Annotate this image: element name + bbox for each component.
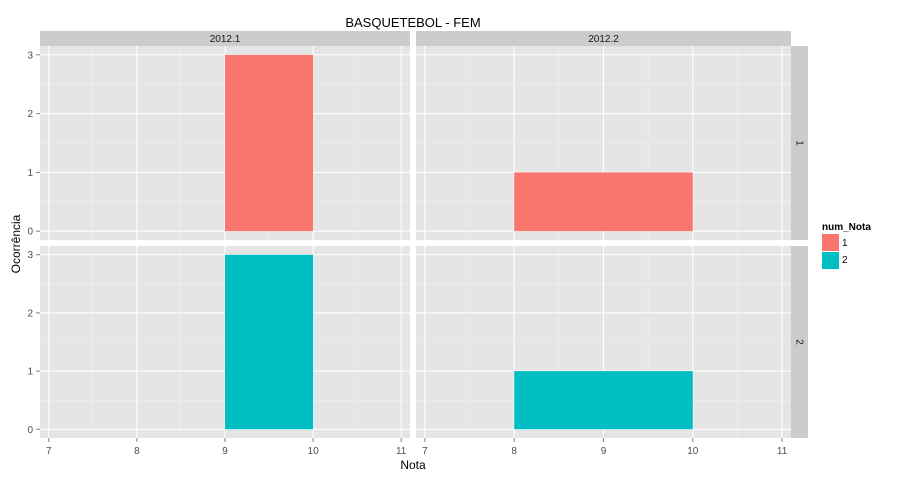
legend-key-2: [822, 252, 839, 269]
strip-top-label: 2012.1: [210, 34, 241, 45]
strip-right-label: 2: [794, 339, 805, 345]
x-tick-label: 7: [46, 446, 52, 457]
bar-2012.1-row1-0: [225, 54, 314, 232]
bar-2012.2-row2-0: [514, 371, 693, 430]
panels-layer: [40, 46, 791, 438]
axes-layer: 0 1 2 3 0 1 2 3 7 8 9 10 11 7 8 9 10 11: [27, 50, 787, 457]
bar-2012.1-row2-0: [225, 254, 314, 430]
y-tick-label: 3: [27, 250, 33, 261]
y-tick-label: 1: [27, 168, 33, 179]
strip-top-background: [416, 31, 791, 46]
y-tick-label: 2: [27, 109, 33, 120]
y-tick-label: 3: [27, 50, 33, 61]
y-tick-label: 1: [27, 367, 33, 378]
y-tick-label: 2: [27, 308, 33, 319]
x-tick-label: 9: [222, 446, 228, 457]
legend: num_Nota 1 2: [822, 222, 871, 269]
x-tick-label: 11: [777, 446, 788, 457]
strip-right-background: [791, 246, 808, 438]
legend-title: num_Nota: [822, 222, 871, 233]
x-tick-label: 8: [511, 446, 517, 457]
x-tick-label: 10: [308, 446, 320, 457]
x-tick-label: 11: [396, 446, 407, 457]
x-tick-label: 10: [687, 446, 699, 457]
strip-top-label: 2012.2: [588, 34, 619, 45]
strip-right-label: 1: [794, 140, 805, 146]
x-axis-title: Nota: [400, 458, 426, 472]
x-tick-label: 9: [601, 446, 607, 457]
x-tick-label: 8: [134, 446, 140, 457]
strip-right-background: [791, 46, 808, 240]
bar-2012.2-row1-0: [514, 172, 693, 232]
legend-label-2: 2: [842, 255, 848, 266]
y-tick-label: 0: [27, 227, 33, 238]
legend-label-1: 1: [842, 238, 848, 249]
strips-layer: 2012.1 2012.2 1 2: [40, 31, 808, 438]
legend-key-1: [822, 234, 839, 251]
y-tick-label: 0: [27, 425, 33, 436]
strip-top-background: [40, 31, 410, 46]
y-axis-title: Ocorrência: [9, 214, 23, 273]
x-tick-label: 7: [422, 446, 428, 457]
chart-title: BASQUETEBOL - FEM: [345, 15, 480, 30]
